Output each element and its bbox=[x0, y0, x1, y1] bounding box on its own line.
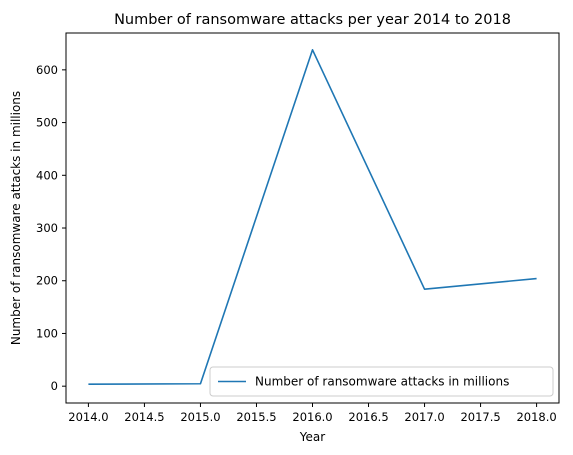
x-tick-label: 2015.0 bbox=[180, 410, 220, 424]
y-tick-label: 600 bbox=[36, 63, 58, 77]
x-tick-label: 2016.5 bbox=[348, 410, 388, 424]
y-tick-label: 400 bbox=[36, 168, 58, 182]
x-axis: 2014.0 2014.5 2015.0 2015.5 2016.0 2016.5 2017… bbox=[68, 403, 557, 424]
legend-entry-label: Number of ransomware attacks in millions bbox=[255, 375, 509, 389]
legend: Number of ransomware attacks in millions bbox=[209, 366, 554, 397]
x-tick-label: 2017.0 bbox=[404, 410, 444, 424]
y-tick-label: 200 bbox=[36, 274, 58, 288]
x-tick-label: 2014.5 bbox=[124, 410, 164, 424]
x-tick-label: 2017.5 bbox=[460, 410, 500, 424]
legend-box bbox=[209, 366, 554, 397]
series-layer bbox=[88, 49, 537, 385]
chart-title: Number of ransomware attacks per year 20… bbox=[114, 12, 511, 28]
x-tick-label: 2016.0 bbox=[292, 410, 332, 424]
x-axis-label: Year bbox=[299, 430, 325, 444]
y-axis-label: Number of ransomware attacks in millions bbox=[9, 91, 23, 345]
x-tick-label: 2015.5 bbox=[236, 410, 276, 424]
x-tick-label: 2014.0 bbox=[68, 410, 108, 424]
x-tick-label: 2018.0 bbox=[516, 410, 556, 424]
y-tick-label: 500 bbox=[36, 116, 58, 130]
y-tick-label: 0 bbox=[51, 379, 58, 393]
series-line bbox=[88, 49, 537, 385]
y-tick-label: 100 bbox=[36, 326, 58, 340]
y-tick-label: 300 bbox=[36, 221, 58, 235]
y-axis: 0 100 200 300 400 500 600 bbox=[36, 63, 66, 393]
plot-area bbox=[65, 32, 560, 404]
